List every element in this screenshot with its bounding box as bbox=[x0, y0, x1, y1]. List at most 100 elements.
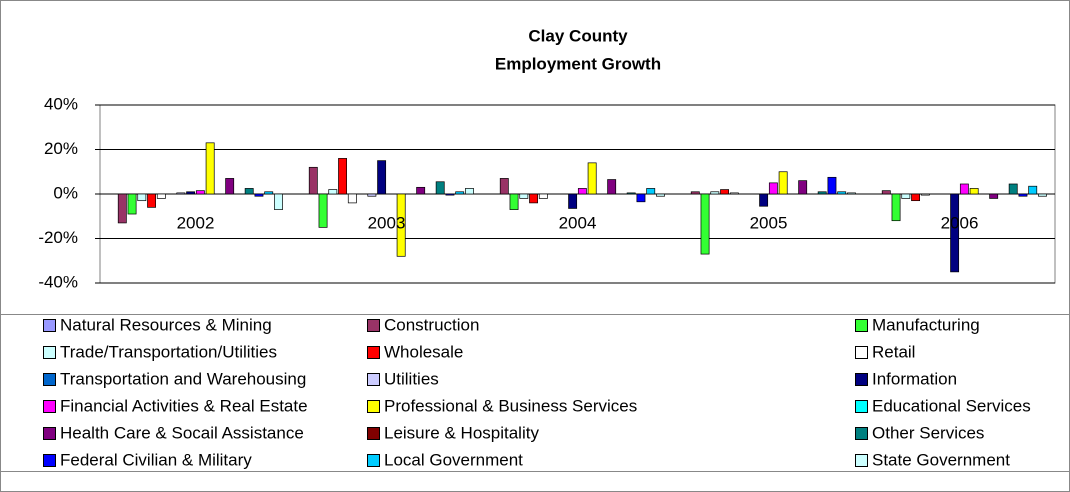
legend-swatch bbox=[367, 373, 380, 386]
bar bbox=[416, 186, 426, 195]
bar bbox=[538, 193, 548, 199]
bar bbox=[328, 189, 338, 195]
legend-label: Health Care & Socail Assistance bbox=[60, 423, 304, 442]
bar bbox=[768, 182, 778, 195]
legend-swatch bbox=[855, 427, 868, 440]
legend-label: Local Government bbox=[384, 450, 523, 469]
legend-label: Natural Resources & Mining bbox=[60, 315, 272, 334]
bar bbox=[827, 176, 837, 195]
bar bbox=[626, 192, 636, 195]
legend-label: Federal Civilian & Military bbox=[60, 450, 252, 469]
bar bbox=[901, 193, 911, 199]
y-tick-label: -20% bbox=[38, 228, 78, 247]
legend-label: Trade/Transportation/Utilities bbox=[60, 342, 277, 361]
bar bbox=[881, 190, 891, 195]
bar bbox=[568, 193, 578, 209]
legend-swatch bbox=[367, 346, 380, 359]
bar bbox=[969, 188, 979, 195]
y-tick-label: 20% bbox=[44, 139, 78, 158]
bar bbox=[529, 193, 539, 204]
legend-swatch bbox=[43, 454, 56, 467]
legend-label: Other Services bbox=[872, 423, 984, 442]
bar bbox=[519, 193, 529, 199]
bar bbox=[244, 188, 254, 195]
legend-label: Manufacturing bbox=[872, 315, 980, 334]
x-tick-label: 2006 bbox=[941, 213, 979, 232]
chart-subtitle: Employment Growth bbox=[495, 54, 661, 73]
bar bbox=[891, 193, 901, 222]
bar bbox=[950, 193, 960, 273]
y-tick-label: 0% bbox=[53, 183, 78, 202]
legend-label: Financial Activities & Real Estate bbox=[60, 396, 308, 415]
bar bbox=[759, 193, 769, 207]
legend-label: State Government bbox=[872, 450, 1010, 469]
legend-swatch bbox=[367, 400, 380, 413]
legend-label: Construction bbox=[384, 315, 479, 334]
y-tick-label: -40% bbox=[38, 272, 78, 291]
legend-label: Wholesale bbox=[384, 342, 463, 361]
bar bbox=[156, 193, 166, 199]
bar bbox=[690, 191, 700, 195]
bar bbox=[1018, 193, 1028, 197]
bar bbox=[509, 193, 519, 210]
legend-swatch bbox=[855, 400, 868, 413]
bar bbox=[137, 193, 147, 202]
bar bbox=[318, 193, 328, 228]
legend-swatch bbox=[855, 373, 868, 386]
bar bbox=[195, 190, 205, 195]
legend-swatch bbox=[367, 454, 380, 467]
bar bbox=[587, 162, 597, 195]
legend-label: Leisure & Hospitality bbox=[384, 423, 539, 442]
bar bbox=[1038, 193, 1047, 197]
legend-swatch bbox=[43, 400, 56, 413]
bar bbox=[127, 193, 137, 215]
bar bbox=[445, 193, 455, 196]
chart-title: Clay County bbox=[528, 26, 628, 45]
legend-swatch bbox=[43, 346, 56, 359]
bar bbox=[274, 193, 283, 210]
bar bbox=[920, 193, 930, 196]
x-tick-label: 2002 bbox=[177, 213, 215, 232]
bar bbox=[499, 178, 509, 195]
legend-swatch bbox=[43, 373, 56, 386]
bar bbox=[147, 193, 157, 208]
bar bbox=[377, 160, 387, 195]
legend-swatch bbox=[855, 454, 868, 467]
bar bbox=[435, 181, 445, 195]
bar bbox=[1028, 185, 1038, 195]
bar bbox=[117, 193, 127, 224]
bar bbox=[817, 191, 827, 195]
bar bbox=[959, 183, 969, 195]
bar bbox=[710, 191, 720, 195]
legend-swatch bbox=[367, 319, 380, 332]
bar bbox=[646, 188, 656, 195]
bar bbox=[656, 193, 665, 197]
legend-label: Transportation and Warehousing bbox=[60, 369, 306, 388]
legend-label: Professional & Business Services bbox=[384, 396, 637, 415]
legend-swatch bbox=[855, 319, 868, 332]
bar bbox=[225, 178, 235, 195]
bar bbox=[911, 193, 921, 202]
bar bbox=[700, 193, 710, 255]
bar bbox=[636, 193, 646, 203]
legend-label: Educational Services bbox=[872, 396, 1031, 415]
bar bbox=[205, 142, 215, 195]
bar bbox=[798, 180, 808, 195]
bar bbox=[176, 192, 186, 195]
y-tick-label: 40% bbox=[44, 94, 78, 113]
bar bbox=[778, 171, 788, 195]
bar bbox=[264, 191, 274, 195]
x-tick-label: 2005 bbox=[750, 213, 788, 232]
legend-swatch bbox=[43, 427, 56, 440]
bar bbox=[847, 192, 856, 195]
bar bbox=[607, 179, 617, 195]
bar bbox=[347, 193, 357, 204]
bar bbox=[720, 189, 730, 195]
bar bbox=[308, 166, 318, 195]
bar bbox=[989, 193, 999, 199]
bar bbox=[396, 193, 406, 257]
x-tick-label: 2004 bbox=[559, 213, 597, 232]
bar bbox=[577, 188, 587, 195]
